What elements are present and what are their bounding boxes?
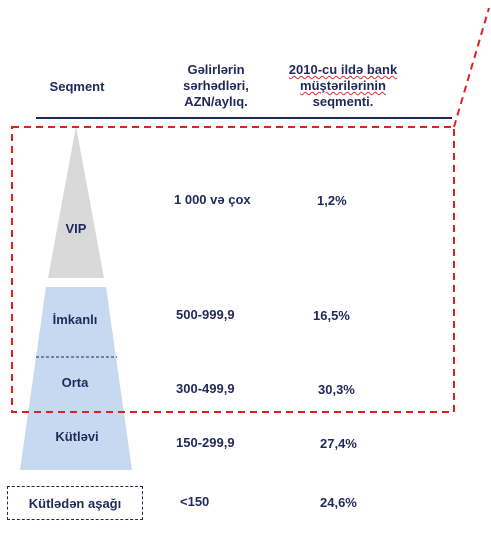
share-column-header: 2010-cu ildə bank müştərilərinin seqment… <box>276 62 410 110</box>
vip-triangle <box>48 126 104 278</box>
share-vip: 1,2% <box>317 193 347 208</box>
share-imkanli: 16,5% <box>313 308 350 323</box>
income-column-header: Gəlirlərin sərhədləri, AZN/aylıq. <box>164 62 268 110</box>
segment-label-below-mass: Kütlədən aşağı <box>28 496 122 511</box>
segment-label-kutlevi: Kütləvi <box>55 429 99 444</box>
income-below-mass: <150 <box>180 494 210 509</box>
income-header-line1: Gəlirlərin <box>187 62 245 77</box>
share-kutlevi: 27,4% <box>320 436 357 451</box>
income-orta: 300-499,9 <box>176 381 235 396</box>
income-vip: 1 000 və çox <box>174 192 251 207</box>
share-below-mass: 24,6% <box>320 495 357 510</box>
share-header-line1: 2010-cu ildə bank <box>288 62 398 77</box>
below-mass-box <box>7 486 143 520</box>
highlight-box <box>11 126 455 413</box>
income-imkanli: 500-999,9 <box>176 307 235 322</box>
header-rule <box>36 117 452 119</box>
segment-label-imkanli: İmkanlı <box>52 312 98 327</box>
mass-trapezoid <box>20 287 132 470</box>
income-header-line3: AZN/aylıq. <box>184 94 248 109</box>
share-header-line2: müştərilərinin <box>300 78 386 93</box>
callout-line <box>453 7 490 128</box>
segment-label-vip: VIP <box>65 221 87 236</box>
share-orta: 30,3% <box>318 382 355 397</box>
income-kutlevi: 150-299,9 <box>176 435 235 450</box>
segment-column-header: Seqment <box>49 79 105 94</box>
segment-label-orta: Orta <box>61 375 89 390</box>
income-header-line2: sərhədləri, <box>183 78 249 93</box>
share-header-line3: seqmenti. <box>312 94 374 109</box>
